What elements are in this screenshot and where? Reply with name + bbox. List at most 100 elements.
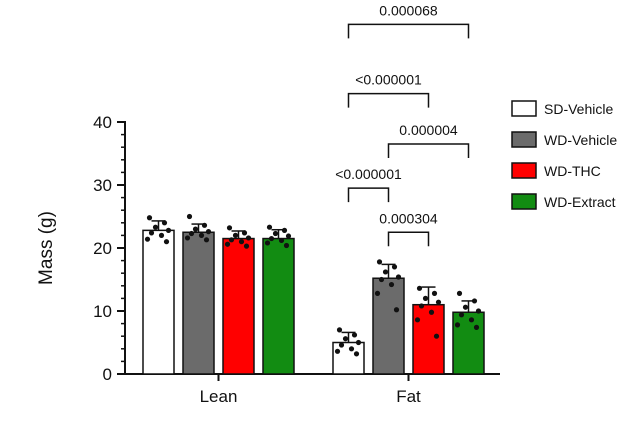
bars-group (142, 213, 485, 375)
data-point (228, 237, 235, 243)
data-point (266, 224, 273, 230)
p-value-label: <0.000001 (355, 72, 422, 88)
data-point (348, 346, 355, 352)
bar-wd-extract (262, 237, 295, 375)
significance-bracket (347, 23, 470, 39)
legend-swatch-wd-vehicle (511, 131, 537, 148)
legend-label: SD-Vehicle (544, 101, 613, 117)
significance-brackets: 0.000068 <0.000001 0.000004 <0.000001 0.0003… (335, 2, 470, 247)
data-point (243, 243, 250, 249)
data-point (278, 237, 285, 244)
significance-bracket (387, 231, 430, 247)
data-point (226, 225, 233, 231)
data-point (188, 230, 195, 237)
bar-wd-thc (412, 303, 445, 375)
data-point (378, 276, 385, 283)
significance-bracket (347, 92, 430, 108)
bar-sd-vehicle (142, 229, 175, 375)
p-value-label: <0.000001 (335, 166, 402, 182)
data-point (391, 264, 398, 270)
data-point (416, 285, 423, 291)
x-category-label: Lean (200, 387, 238, 406)
bar-wd-vehicle (182, 231, 215, 375)
legend-label: WD-THC (544, 163, 601, 179)
data-point (454, 322, 461, 328)
y-axis-title: Mass (g) (36, 211, 57, 285)
data-point (268, 235, 275, 242)
data-point (264, 240, 271, 246)
y-tick-label: 40 (93, 113, 112, 132)
data-point (198, 232, 205, 238)
data-point (393, 307, 400, 313)
legend-swatch-sd-vehicle (511, 100, 537, 117)
data-point (152, 224, 159, 230)
data-point (184, 235, 191, 241)
data-point (336, 327, 343, 333)
data-point (433, 333, 440, 339)
data-point (418, 303, 425, 309)
y-tick-label: 20 (93, 239, 112, 258)
data-point (414, 317, 421, 323)
significance-bracket (387, 143, 470, 159)
data-point (353, 351, 360, 357)
data-point (158, 232, 165, 238)
data-point (351, 332, 358, 338)
data-point (148, 230, 155, 236)
data-point (471, 298, 478, 304)
x-category-label: Fat (396, 387, 421, 406)
data-point (281, 227, 288, 233)
data-point (376, 259, 383, 265)
data-point (165, 227, 172, 233)
y-tick-label: 30 (93, 176, 112, 195)
data-point (355, 339, 362, 346)
significance-bracket (347, 187, 390, 203)
data-point (428, 309, 435, 315)
data-point (201, 222, 208, 228)
data-point (342, 336, 349, 342)
data-point (232, 232, 239, 238)
data-point (205, 229, 212, 235)
data-point (468, 317, 475, 323)
data-point (422, 295, 429, 301)
legend-label: WD-Extract (544, 194, 616, 210)
data-point (192, 226, 199, 232)
data-point (272, 230, 279, 237)
data-point (161, 220, 168, 226)
p-value-label: 0.000004 (399, 122, 458, 138)
data-point (186, 213, 193, 220)
data-point (456, 290, 463, 296)
data-point (146, 215, 153, 221)
bar-wd-extract (452, 311, 485, 375)
data-point (245, 235, 252, 241)
data-point (382, 269, 389, 275)
legend: SD-Vehicle WD-Vehicle WD-THC WD-Extract (511, 100, 617, 210)
legend-swatch-wd-thc (511, 162, 537, 179)
data-point (475, 308, 482, 314)
legend-swatch-wd-extract (511, 193, 537, 210)
data-point (163, 239, 170, 245)
data-point (431, 290, 438, 296)
y-tick-label: 10 (93, 302, 112, 321)
data-point (241, 230, 248, 236)
data-point (285, 233, 292, 239)
bar-sd-vehicle (332, 341, 365, 375)
data-point (458, 312, 465, 318)
data-point (338, 342, 345, 348)
data-point (462, 304, 469, 310)
data-point (395, 274, 402, 280)
p-value-label: 0.000304 (379, 210, 438, 226)
axes: 0 10 20 30 40 Mass (g) Lean Fat (36, 113, 500, 406)
data-point (144, 236, 151, 242)
bar-wd-thc (222, 237, 255, 375)
p-value-label: 0.000068 (379, 2, 438, 18)
data-point (374, 290, 381, 296)
data-point (283, 242, 290, 249)
data-point (435, 299, 442, 305)
data-point (224, 241, 231, 247)
data-point (473, 324, 480, 330)
data-point (203, 237, 210, 243)
data-point (238, 239, 245, 245)
legend-label: WD-Vehicle (544, 132, 617, 148)
y-tick-label: 0 (103, 365, 112, 384)
data-point (334, 348, 341, 354)
